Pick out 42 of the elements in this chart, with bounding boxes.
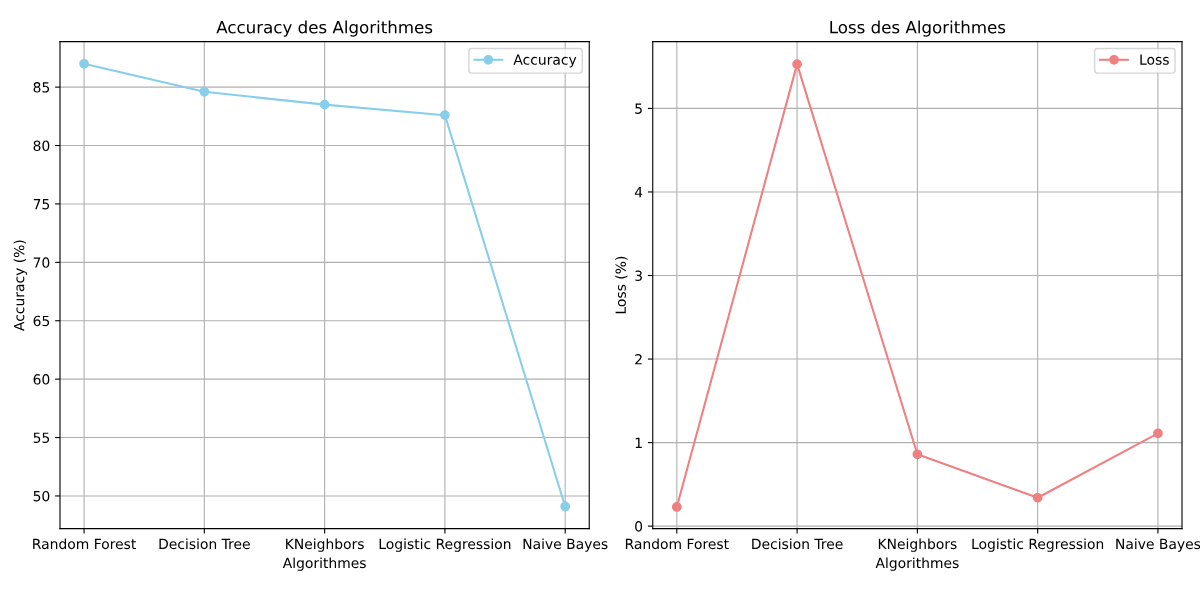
chart-title: Accuracy des Algorithmes bbox=[216, 20, 433, 37]
y-tick-label: 4 bbox=[634, 187, 643, 198]
x-tick-label: Decision Tree bbox=[752, 538, 843, 550]
y-tick-label: 50 bbox=[33, 490, 50, 502]
point bbox=[1153, 428, 1163, 439]
x-tick-label: Random Forest bbox=[33, 538, 136, 550]
legend-label: Loss bbox=[1140, 54, 1169, 65]
x-axis-title: Algorithmes bbox=[282, 557, 366, 571]
x-tick-label: Decision Tree bbox=[159, 538, 250, 550]
y-tick-label: 2 bbox=[635, 354, 642, 365]
x-tick-label: Logistic Regression bbox=[972, 538, 1104, 552]
y-tick-label: 1 bbox=[635, 437, 642, 448]
x-tick-label: KNeighbors bbox=[878, 538, 957, 552]
chart-title: Loss des Algorithmes bbox=[830, 20, 1006, 37]
y-tick-label: 0 bbox=[635, 521, 643, 532]
y-axis-title: Loss (%) bbox=[615, 256, 628, 314]
point bbox=[560, 501, 571, 512]
y-tick-label: 85 bbox=[33, 82, 50, 93]
point bbox=[1032, 492, 1043, 503]
y-tick-label: 70 bbox=[33, 257, 50, 268]
x-axis-title: Algorithmes bbox=[875, 557, 959, 571]
x-tick-label: Naive Bayes bbox=[523, 538, 608, 552]
point bbox=[912, 449, 923, 460]
y-tick-label: 60 bbox=[33, 374, 50, 385]
y-tick-label: 55 bbox=[33, 432, 50, 444]
x-tick-label: Naive Bayes bbox=[1116, 538, 1200, 552]
legend-label: Accuracy bbox=[513, 54, 577, 68]
y-tick-label: 3 bbox=[635, 270, 642, 281]
point bbox=[792, 59, 802, 69]
y-tick-label: 65 bbox=[33, 315, 50, 327]
point bbox=[671, 502, 682, 512]
y-tick-label: 75 bbox=[33, 199, 50, 210]
y-tick-label: 80 bbox=[33, 140, 50, 152]
y-tick-label: 5 bbox=[635, 103, 642, 114]
y-axis-title: Accuracy (%) bbox=[13, 240, 28, 331]
x-tick-label: Random Forest bbox=[625, 538, 729, 550]
x-tick-label: Logistic Regression bbox=[379, 538, 511, 552]
point bbox=[319, 99, 330, 110]
x-tick-label: KNeighbors bbox=[286, 538, 364, 552]
point bbox=[440, 110, 450, 121]
point bbox=[79, 58, 89, 69]
point bbox=[199, 86, 210, 97]
